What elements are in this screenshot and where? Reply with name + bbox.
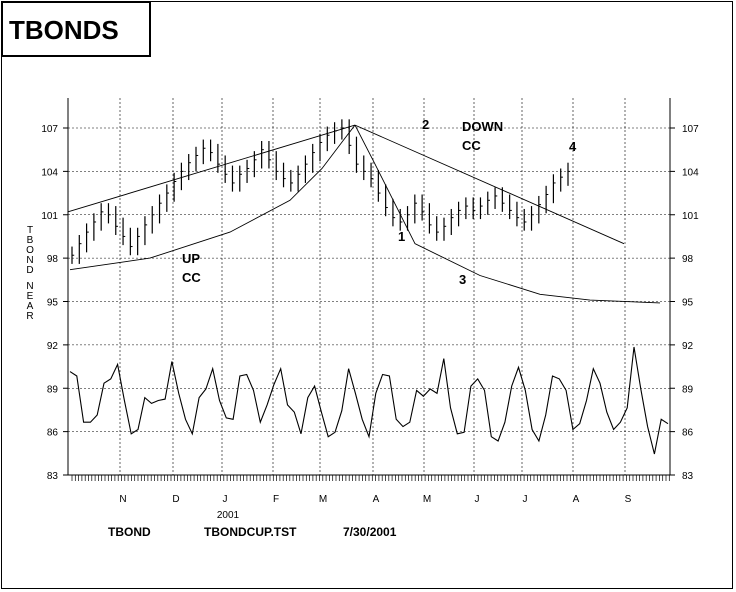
y-axis-label-char: D (26, 265, 33, 276)
annotation-3: 3 (459, 272, 466, 287)
x-year-label: 2001 (217, 510, 240, 521)
x-tick-label: J (475, 494, 480, 505)
footer-date: 7/30/2001 (343, 525, 397, 539)
y-tick-label-right: 107 (682, 124, 699, 135)
y-axis-label-char: N (26, 255, 33, 266)
y-tick-label-right: 86 (682, 428, 694, 439)
x-tick-label: J (523, 494, 528, 505)
y-tick-label-left: 107 (41, 124, 58, 135)
y-tick-label-left: 89 (47, 384, 59, 395)
y-tick-label-left: 101 (41, 211, 58, 222)
x-tick-label: D (172, 494, 179, 505)
annotation-up: UP (182, 251, 200, 266)
y-axis-label-char: N (26, 281, 33, 292)
x-tick-label: M (319, 494, 327, 505)
y-tick-label-left: 86 (47, 428, 59, 439)
x-tick-label: A (573, 494, 580, 505)
x-tick-label: M (423, 494, 431, 505)
down-trend-line (354, 124, 625, 245)
y-tick-label-right: 98 (682, 254, 694, 265)
y-tick-label-right: 92 (682, 341, 694, 352)
y-tick-label-right: 89 (682, 384, 694, 395)
annotation-4: 4 (569, 139, 577, 154)
y-axis-label-char: T (27, 225, 33, 236)
price-bars (71, 119, 571, 264)
x-tick-label: N (119, 494, 126, 505)
footer-file: TBONDCUP.TST (204, 525, 297, 539)
oscillator-line (69, 346, 669, 455)
chart-title: TBONDS (9, 15, 119, 45)
annotation-down: DOWN (462, 119, 503, 134)
y-tick-label-right: 101 (682, 211, 699, 222)
y-tick-label-left: 83 (47, 471, 59, 482)
y-tick-label-right: 104 (682, 167, 699, 178)
y-tick-label-left: 104 (41, 167, 58, 178)
upper-trend-line (67, 124, 356, 213)
y-tick-label-left: 95 (47, 298, 59, 309)
title-box: TBONDS (1, 1, 151, 57)
y-axis-label-char: E (27, 291, 34, 302)
y-tick-label-left: 92 (47, 341, 59, 352)
y-tick-label-right: 95 (682, 298, 694, 309)
down-cc-curve (354, 124, 661, 304)
annotation-2: 2 (422, 117, 429, 132)
y-axis-label-char: B (27, 235, 34, 246)
x-tick-label: F (273, 494, 279, 505)
annotation-1: 1 (398, 229, 405, 244)
x-tick-label: J (223, 494, 228, 505)
x-tick-label: S (625, 494, 632, 505)
y-axis-label-char: O (26, 245, 34, 256)
annotation-up-cc: CC (182, 270, 201, 285)
y-axis-label-char: A (27, 301, 34, 312)
x-tick-label: A (373, 494, 380, 505)
annotation-down-cc: CC (462, 138, 481, 153)
footer-symbol: TBOND (108, 525, 151, 539)
y-axis-label-char: R (26, 311, 33, 322)
y-tick-label-right: 83 (682, 471, 694, 482)
up-cc-curve (69, 124, 356, 271)
y-tick-label-left: 98 (47, 254, 59, 265)
